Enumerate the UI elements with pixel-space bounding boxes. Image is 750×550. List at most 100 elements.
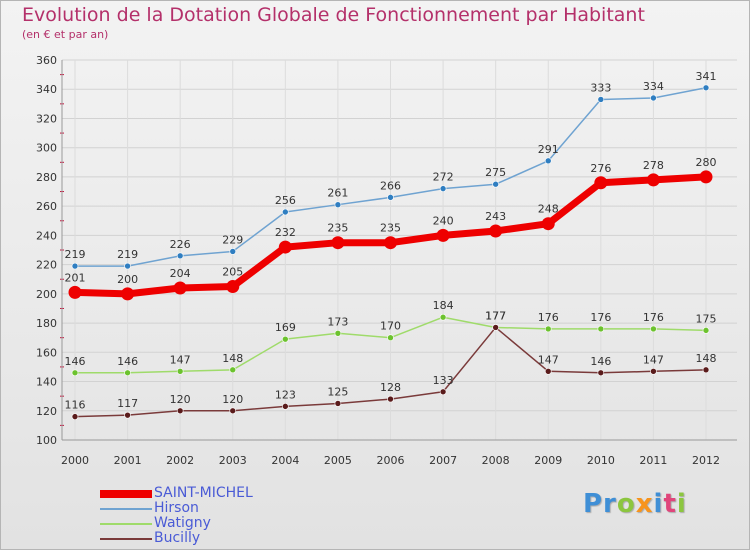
data-label-saint-michel: 232 (275, 226, 296, 239)
data-label-saint-michel: 204 (170, 267, 191, 280)
data-point-hirson (387, 194, 394, 201)
data-point-bucilly (492, 324, 499, 331)
data-point-bucilly (650, 368, 657, 375)
legend-swatch-bucilly (100, 538, 152, 540)
data-point-saint-michel (489, 224, 503, 238)
data-point-hirson (71, 262, 79, 270)
data-point-saint-michel (384, 236, 397, 250)
legend-label-hirson: Hirson (154, 500, 199, 516)
data-point-saint-michel (278, 240, 292, 254)
data-point-watigny (650, 325, 657, 333)
data-point-bucilly (282, 403, 289, 410)
data-point-bucilly (229, 407, 237, 415)
data-point-hirson (282, 208, 289, 216)
data-point-watigny (71, 369, 79, 377)
data-point-bucilly (387, 395, 394, 403)
x-tick-label: 2009 (534, 454, 562, 467)
data-label-saint-michel: 240 (433, 214, 454, 227)
x-tick-label: 2003 (219, 454, 247, 467)
x-tick-label: 2011 (639, 454, 667, 467)
data-point-hirson (439, 185, 447, 192)
y-tick-label: 160 (36, 346, 57, 359)
data-label-bucilly: 125 (327, 385, 348, 398)
data-label-saint-michel: 201 (65, 271, 86, 284)
x-tick-label: 2008 (482, 454, 510, 467)
data-point-saint-michel (331, 236, 345, 250)
data-point-hirson (702, 84, 710, 92)
data-point-saint-michel (541, 217, 555, 231)
data-point-bucilly (71, 413, 79, 420)
data-label-saint-michel: 276 (590, 162, 611, 175)
y-tick-label: 300 (36, 142, 57, 155)
data-label-bucilly: 120 (170, 393, 191, 406)
y-tick-label: 140 (36, 376, 57, 389)
data-point-watigny (124, 369, 131, 377)
legend-swatch-watigny (100, 523, 152, 525)
x-tick-label: 2000 (61, 454, 89, 467)
logo-part: Pr (583, 489, 617, 519)
data-label-hirson: 266 (380, 179, 401, 192)
data-point-watigny (387, 334, 394, 341)
data-label-watigny: 170 (380, 320, 401, 333)
data-point-saint-michel (646, 173, 660, 187)
legend-label-saint-michel: SAINT-MICHEL (154, 485, 253, 501)
y-tick-label: 360 (36, 54, 57, 67)
data-point-bucilly (597, 369, 605, 377)
data-label-watigny: 176 (538, 311, 559, 324)
data-point-bucilly (544, 368, 552, 375)
data-point-hirson (544, 157, 552, 165)
data-point-saint-michel (121, 287, 135, 301)
x-tick-label: 2010 (587, 454, 615, 467)
data-label-hirson: 256 (275, 194, 296, 207)
y-tick-label: 200 (36, 288, 57, 301)
data-point-watigny (176, 368, 184, 375)
logo-part: t (663, 489, 677, 519)
x-tick-label: 2007 (429, 454, 457, 467)
proxiti-logo: Proxiti (583, 489, 687, 519)
data-label-watigny: 176 (590, 311, 611, 324)
data-point-bucilly (702, 366, 710, 374)
data-label-bucilly: 133 (433, 374, 454, 387)
data-label-bucilly: 147 (538, 353, 559, 366)
data-label-saint-michel: 205 (222, 266, 243, 279)
data-point-watigny (597, 325, 605, 333)
chart-title: Evolution de la Dotation Globale de Fonc… (22, 4, 645, 26)
data-label-hirson: 219 (117, 248, 138, 261)
data-point-bucilly (176, 407, 184, 415)
y-tick-label: 320 (36, 112, 57, 125)
data-point-hirson (650, 94, 657, 102)
data-label-watigny: 147 (170, 353, 191, 366)
data-label-saint-michel: 243 (485, 210, 506, 223)
data-label-hirson: 275 (485, 166, 506, 179)
y-tick-label: 260 (36, 200, 57, 213)
data-label-watigny: 184 (433, 299, 454, 312)
data-label-bucilly: 116 (65, 399, 86, 412)
data-point-watigny (702, 327, 710, 334)
data-point-hirson (229, 248, 237, 255)
data-label-watigny: 173 (327, 315, 348, 328)
data-point-watigny (334, 330, 342, 337)
data-point-watigny (282, 335, 289, 343)
x-tick-label: 2012 (692, 454, 720, 467)
legend-label-bucilly: Bucilly (154, 530, 201, 546)
logo-part: x (635, 489, 654, 519)
y-tick-label: 180 (36, 317, 57, 330)
data-label-hirson: 226 (170, 238, 191, 251)
data-label-hirson: 291 (538, 143, 559, 156)
data-label-watigny: 177 (485, 309, 506, 322)
legend-label-watigny: Watigny (154, 515, 211, 531)
data-label-watigny: 146 (117, 355, 138, 368)
data-point-bucilly (334, 400, 342, 407)
y-tick-label: 120 (36, 405, 57, 418)
data-point-saint-michel (68, 285, 82, 299)
logo-part: o (616, 489, 636, 519)
data-point-saint-michel (226, 280, 240, 294)
data-label-hirson: 341 (696, 70, 717, 83)
chart-subtitle: (en € et par an) (22, 28, 109, 41)
data-point-hirson (176, 252, 184, 260)
data-label-bucilly: 128 (380, 381, 401, 394)
data-point-watigny (544, 325, 552, 333)
data-point-saint-michel (436, 228, 450, 242)
